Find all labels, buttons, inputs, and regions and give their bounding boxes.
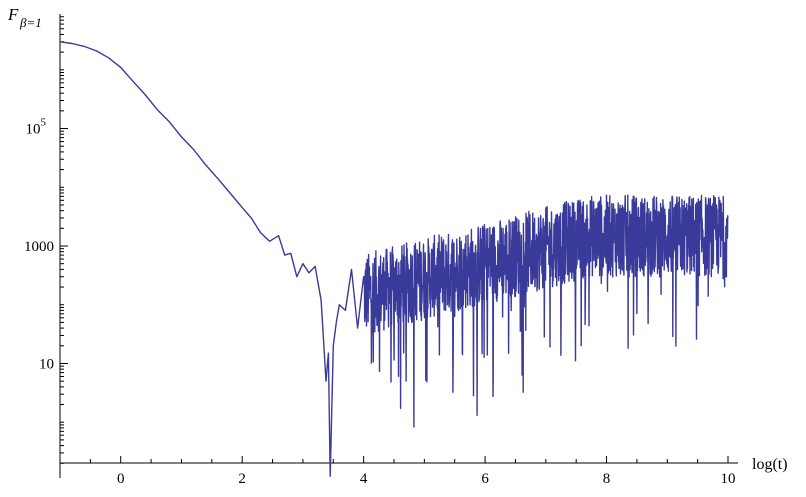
y-axis-label-main: F bbox=[7, 5, 19, 24]
x-tick-label: 8 bbox=[603, 471, 611, 487]
y-tick-label: 105 bbox=[26, 117, 47, 138]
y-tick-label: 10 bbox=[39, 356, 54, 372]
series-line bbox=[59, 41, 729, 477]
y-axis-label-subscript: β=1 bbox=[19, 15, 42, 30]
x-tick-label: 6 bbox=[481, 471, 489, 487]
x-tick-label: 0 bbox=[117, 471, 125, 487]
x-tick-label: 10 bbox=[721, 471, 736, 487]
y-tick-label: 1000 bbox=[24, 239, 54, 255]
x-axis-label: log(t) bbox=[752, 456, 788, 473]
x-tick-label: 4 bbox=[360, 471, 368, 487]
y-ticks: 105 1000 10 bbox=[24, 16, 68, 464]
x-tick-label: 2 bbox=[238, 471, 246, 487]
y-axis-label: F β=1 bbox=[7, 5, 42, 30]
x-ticks: 0 2 4 6 8 10 bbox=[59, 456, 736, 487]
